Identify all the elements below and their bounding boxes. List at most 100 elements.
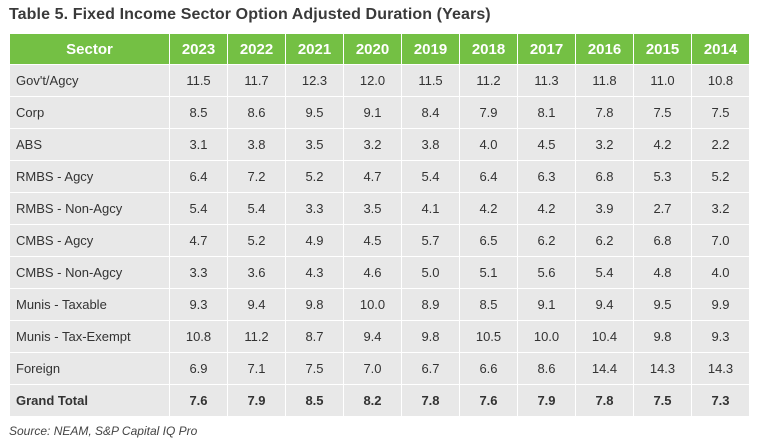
value-cell: 7.9 — [517, 384, 576, 417]
table-row: RMBS - Agcy 6.4 7.2 5.2 4.7 5.4 6.4 6.3 6.8 5.3 5.… — [9, 160, 750, 193]
value-cell: 8.7 — [285, 320, 344, 353]
value-cell: 5.6 — [517, 256, 576, 289]
sector-cell: Munis - Taxable — [9, 288, 170, 321]
value-cell: 7.6 — [169, 384, 228, 417]
header-sector: Sector — [9, 33, 170, 65]
value-cell: 9.4 — [575, 288, 634, 321]
value-cell: 3.8 — [227, 128, 286, 161]
value-cell: 7.9 — [227, 384, 286, 417]
value-cell: 7.1 — [227, 352, 286, 385]
value-cell: 5.4 — [575, 256, 634, 289]
value-cell: 5.4 — [227, 192, 286, 225]
table-row: Corp 8.5 8.6 9.5 9.1 8.4 7.9 8.1 7.8 7.5 7.5 — [9, 96, 750, 129]
value-cell: 3.5 — [285, 128, 344, 161]
source-note: Source: NEAM, S&P Capital IQ Pro — [9, 424, 198, 438]
value-cell: 5.7 — [401, 224, 460, 257]
value-cell: 9.9 — [691, 288, 750, 321]
value-cell: 11.2 — [459, 64, 518, 97]
value-cell: 7.0 — [343, 352, 402, 385]
sector-cell: Grand Total — [9, 384, 170, 417]
value-cell: 4.2 — [633, 128, 692, 161]
value-cell: 3.1 — [169, 128, 228, 161]
value-cell: 3.2 — [343, 128, 402, 161]
sector-cell: CMBS - Agcy — [9, 224, 170, 257]
value-cell: 10.0 — [343, 288, 402, 321]
value-cell: 8.6 — [227, 96, 286, 129]
value-cell: 9.1 — [517, 288, 576, 321]
value-cell: 14.3 — [633, 352, 692, 385]
value-cell: 4.7 — [169, 224, 228, 257]
value-cell: 8.4 — [401, 96, 460, 129]
value-cell: 7.3 — [691, 384, 750, 417]
value-cell: 3.8 — [401, 128, 460, 161]
sector-cell: CMBS - Non-Agcy — [9, 256, 170, 289]
value-cell: 6.4 — [169, 160, 228, 193]
header-year: 2023 — [169, 33, 228, 65]
duration-table: Sector 2023 2022 2021 2020 2019 2018 201… — [9, 33, 750, 417]
value-cell: 3.9 — [575, 192, 634, 225]
value-cell: 7.8 — [575, 384, 634, 417]
value-cell: 5.1 — [459, 256, 518, 289]
value-cell: 6.2 — [517, 224, 576, 257]
value-cell: 4.8 — [633, 256, 692, 289]
value-cell: 4.1 — [401, 192, 460, 225]
value-cell: 9.8 — [633, 320, 692, 353]
header-year: 2015 — [633, 33, 692, 65]
table-title: Table 5. Fixed Income Sector Option Adju… — [9, 6, 491, 23]
value-cell: 6.3 — [517, 160, 576, 193]
value-cell: 6.8 — [575, 160, 634, 193]
table-row: Foreign 6.9 7.1 7.5 7.0 6.7 6.6 8.6 14.4 14.3 14.3 — [9, 352, 750, 385]
value-cell: 6.9 — [169, 352, 228, 385]
value-cell: 6.6 — [459, 352, 518, 385]
value-cell: 5.2 — [227, 224, 286, 257]
table-row: ABS 3.1 3.8 3.5 3.2 3.8 4.0 4.5 3.2 4.2 2.2 — [9, 128, 750, 161]
value-cell: 10.0 — [517, 320, 576, 353]
table-row: RMBS - Non-Agcy 5.4 5.4 3.3 3.5 4.1 4.2 4.2 3.9 2… — [9, 192, 750, 225]
header-year: 2021 — [285, 33, 344, 65]
value-cell: 9.8 — [285, 288, 344, 321]
value-cell: 9.4 — [227, 288, 286, 321]
sector-cell: RMBS - Agcy — [9, 160, 170, 193]
sector-cell: ABS — [9, 128, 170, 161]
value-cell: 4.2 — [459, 192, 518, 225]
header-year: 2014 — [691, 33, 750, 65]
sector-cell: Corp — [9, 96, 170, 129]
value-cell: 9.5 — [633, 288, 692, 321]
value-cell: 8.5 — [169, 96, 228, 129]
value-cell: 9.5 — [285, 96, 344, 129]
value-cell: 14.4 — [575, 352, 634, 385]
value-cell: 11.7 — [227, 64, 286, 97]
header-year: 2016 — [575, 33, 634, 65]
grand-total-row: Grand Total 7.6 7.9 8.5 8.2 7.8 7.6 7.9 7.8 7.5 7.… — [9, 384, 750, 417]
value-cell: 6.2 — [575, 224, 634, 257]
value-cell: 10.8 — [691, 64, 750, 97]
value-cell: 4.0 — [459, 128, 518, 161]
value-cell: 5.4 — [169, 192, 228, 225]
value-cell: 4.2 — [517, 192, 576, 225]
value-cell: 8.9 — [401, 288, 460, 321]
value-cell: 11.3 — [517, 64, 576, 97]
value-cell: 9.8 — [401, 320, 460, 353]
value-cell: 7.8 — [575, 96, 634, 129]
value-cell: 7.5 — [691, 96, 750, 129]
value-cell: 10.4 — [575, 320, 634, 353]
value-cell: 5.4 — [401, 160, 460, 193]
sector-cell: Gov't/Agcy — [9, 64, 170, 97]
value-cell: 4.6 — [343, 256, 402, 289]
sector-cell: Munis - Tax-Exempt — [9, 320, 170, 353]
value-cell: 3.6 — [227, 256, 286, 289]
value-cell: 3.3 — [169, 256, 228, 289]
value-cell: 3.3 — [285, 192, 344, 225]
value-cell: 7.8 — [401, 384, 460, 417]
value-cell: 7.5 — [633, 96, 692, 129]
value-cell: 7.2 — [227, 160, 286, 193]
value-cell: 8.2 — [343, 384, 402, 417]
value-cell: 11.8 — [575, 64, 634, 97]
value-cell: 3.2 — [575, 128, 634, 161]
value-cell: 11.5 — [169, 64, 228, 97]
value-cell: 4.9 — [285, 224, 344, 257]
value-cell: 11.2 — [227, 320, 286, 353]
value-cell: 4.5 — [343, 224, 402, 257]
value-cell: 4.0 — [691, 256, 750, 289]
value-cell: 6.4 — [459, 160, 518, 193]
